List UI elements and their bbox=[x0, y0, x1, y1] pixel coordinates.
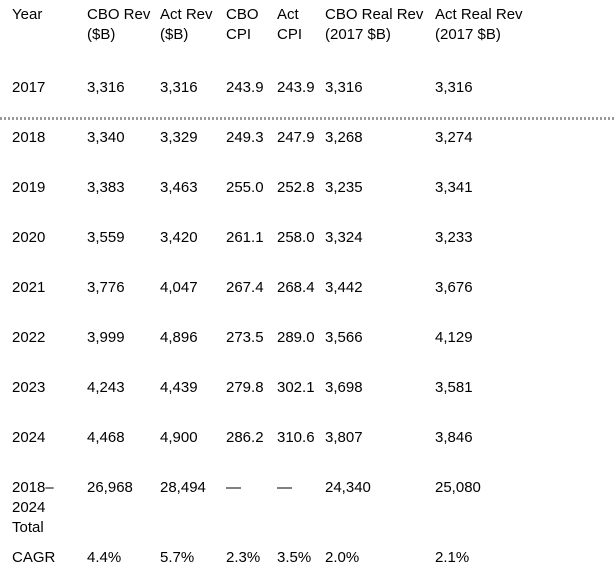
table-cell: 25,080 bbox=[435, 479, 481, 496]
table-cell: 3,442 bbox=[325, 279, 363, 296]
column-header: CBO Rev ($B) bbox=[87, 6, 151, 43]
page-break-separator bbox=[0, 117, 616, 120]
table-cell: 3.5% bbox=[277, 549, 312, 566]
table-cell: 268.4 bbox=[277, 279, 315, 296]
row-label-cell: 2021 bbox=[12, 279, 46, 296]
table-row: 2019 3,383 3,463 255.0 252.8 3,235 3,341 bbox=[0, 170, 616, 220]
table-cell: 302.1 bbox=[277, 379, 315, 396]
table-row: 2024 4,468 4,900 286.2 310.6 3,807 3,846 bbox=[0, 420, 616, 470]
table-cell: 28,494 bbox=[160, 479, 206, 496]
table-cell: 3,807 bbox=[325, 429, 363, 446]
table-cell: 24,340 bbox=[325, 479, 371, 496]
table-row: 2022 3,999 4,896 273.5 289.0 3,566 4,129 bbox=[0, 320, 616, 370]
page-break-dotted-line bbox=[0, 117, 616, 120]
table-cell: 3,316 bbox=[325, 79, 363, 96]
row-label-cell: CAGR bbox=[12, 549, 56, 566]
table-cell: 3,581 bbox=[435, 379, 473, 396]
table-cell: 4,047 bbox=[160, 279, 198, 296]
table-cell: 4,468 bbox=[87, 429, 125, 446]
table-cell: 3,274 bbox=[435, 129, 473, 146]
table-cell: 4,896 bbox=[160, 329, 198, 346]
table-cell: 243.9 bbox=[226, 79, 264, 96]
table-cell: 4.4% bbox=[87, 549, 122, 566]
column-header: CBO CPI bbox=[226, 6, 259, 43]
table-cell: 286.2 bbox=[226, 429, 264, 446]
row-label-cell: 2020 bbox=[12, 229, 46, 246]
table-cell: 5.7% bbox=[160, 549, 195, 566]
table-row: 2018–2024 Total 26,968 28,494 — — 24,340 25,08… bbox=[0, 470, 616, 540]
table-cell: 3,776 bbox=[87, 279, 125, 296]
row-label-cell: 2024 bbox=[12, 429, 46, 446]
table-header: Year CBO Rev ($B) Act Rev ($B) CBO CPI Act C… bbox=[0, 0, 616, 70]
table-cell: 3,999 bbox=[87, 329, 125, 346]
table-cell: 289.0 bbox=[277, 329, 315, 346]
table-row: 2021 3,776 4,047 267.4 268.4 3,442 3,676 bbox=[0, 270, 616, 320]
table-cell: 267.4 bbox=[226, 279, 264, 296]
table-row: 2020 3,559 3,420 261.1 258.0 3,324 3,233 bbox=[0, 220, 616, 270]
table-cell: 261.1 bbox=[226, 229, 264, 246]
row-label-cell: 2017 bbox=[12, 79, 46, 96]
table-cell: 3,235 bbox=[325, 179, 363, 196]
table-cell: 3,463 bbox=[160, 179, 198, 196]
table-cell: 3,698 bbox=[325, 379, 363, 396]
table-cell: 4,129 bbox=[435, 329, 473, 346]
table-cell: 2.1% bbox=[435, 549, 470, 566]
table-cell: 4,900 bbox=[160, 429, 198, 446]
table-cell: 252.8 bbox=[277, 179, 315, 196]
table-cell: 3,340 bbox=[87, 129, 125, 146]
table-cell: 3,329 bbox=[160, 129, 198, 146]
table-cell: 258.0 bbox=[277, 229, 315, 246]
table-cell: 2.3% bbox=[226, 549, 261, 566]
table-header-row: Year CBO Rev ($B) Act Rev ($B) CBO CPI Act C… bbox=[0, 0, 616, 70]
column-header: Act Real Rev (2017 $B) bbox=[435, 6, 523, 43]
table-cell: 4,243 bbox=[87, 379, 125, 396]
table-cell: 3,316 bbox=[160, 79, 198, 96]
table-row: 2017 3,316 3,316 243.9 243.9 3,316 3,316 bbox=[0, 70, 616, 117]
table-cell: 4,439 bbox=[160, 379, 198, 396]
column-header: CBO Real Rev (2017 $B) bbox=[325, 6, 424, 43]
table-cell: 249.3 bbox=[226, 129, 264, 146]
row-label-cell: 2019 bbox=[12, 179, 46, 196]
table-cell: 243.9 bbox=[277, 79, 315, 96]
column-header: Year bbox=[12, 6, 43, 23]
table-cell: — bbox=[226, 479, 241, 496]
table-row: 2023 4,243 4,439 279.8 302.1 3,698 3,581 bbox=[0, 370, 616, 420]
table-cell: 279.8 bbox=[226, 379, 264, 396]
table-cell: 3,566 bbox=[325, 329, 363, 346]
column-header: Act CPI bbox=[277, 6, 303, 43]
table-cell: 247.9 bbox=[277, 129, 315, 146]
table-cell: 3,268 bbox=[325, 129, 363, 146]
table-cell: 3,316 bbox=[87, 79, 125, 96]
row-label-cell: 2018 bbox=[12, 129, 46, 146]
table-cell: 3,341 bbox=[435, 179, 473, 196]
table-cell: 3,324 bbox=[325, 229, 363, 246]
table-cell: 3,846 bbox=[435, 429, 473, 446]
table-cell: 3,676 bbox=[435, 279, 473, 296]
table-cell: 3,420 bbox=[160, 229, 198, 246]
row-label-cell: 2022 bbox=[12, 329, 46, 346]
table-cell: 2.0% bbox=[325, 549, 360, 566]
table-cell: 3,559 bbox=[87, 229, 125, 246]
table-cell: 3,316 bbox=[435, 79, 473, 96]
table-cell: — bbox=[277, 479, 292, 496]
column-header: Act Rev ($B) bbox=[160, 6, 213, 43]
table-cell: 26,968 bbox=[87, 479, 133, 496]
table-body: 2017 3,316 3,316 243.9 243.9 3,316 3,316 2018 3,… bbox=[0, 70, 616, 578]
table-row: CAGR 4.4% 5.7% 2.3% 3.5% 2.0% 2.1% bbox=[0, 540, 616, 578]
row-label-cell: 2018–2024 Total bbox=[12, 479, 54, 536]
table-cell: 273.5 bbox=[226, 329, 264, 346]
table-cell: 3,233 bbox=[435, 229, 473, 246]
table-cell: 255.0 bbox=[226, 179, 264, 196]
table-cell: 3,383 bbox=[87, 179, 125, 196]
table-row: 2018 3,340 3,329 249.3 247.9 3,268 3,274 bbox=[0, 120, 616, 170]
table-cell: 310.6 bbox=[277, 429, 315, 446]
row-label-cell: 2023 bbox=[12, 379, 46, 396]
